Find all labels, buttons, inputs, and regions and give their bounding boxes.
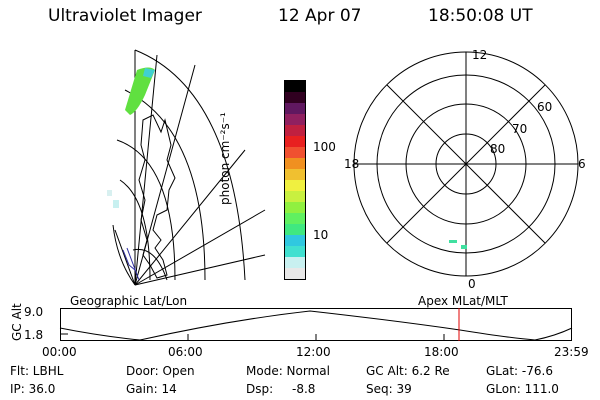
xtick-2359: 23:59 [554, 345, 589, 359]
colorbar-segment [285, 125, 305, 136]
lat-label-80: 80 [490, 142, 506, 156]
colorbar-segment [285, 147, 305, 158]
colorbar-segment [285, 257, 305, 268]
xtick-0600: 06:00 [168, 345, 203, 359]
colorbar-segment [285, 235, 305, 246]
colorbar-unit-label: photon cm⁻²s⁻¹ [218, 112, 232, 205]
mlt-label-12: 12 [472, 48, 488, 62]
mlt-label-18: 18 [344, 157, 360, 171]
glat-value: GLat: -76.6 [486, 364, 553, 378]
xtick-1200: 12:00 [296, 345, 331, 359]
seq-value: Seq: 39 [366, 382, 412, 396]
colorbar-segment [285, 246, 305, 257]
dsp-label: Dsp: [246, 382, 274, 396]
colorbar-segment [285, 268, 305, 279]
colorbar-segment [285, 191, 305, 202]
gain-value: Gain: 14 [126, 382, 177, 396]
altitude-ytick-bottom: 1.8 [24, 328, 44, 342]
xtick-1800: 18:00 [424, 345, 459, 359]
colorbar-segment [285, 92, 305, 103]
geographic-panel-label: Geographic Lat/Lon [70, 294, 188, 308]
instrument-title: Ultraviolet Imager [48, 6, 202, 26]
gc-alt-value: GC Alt: 6.2 Re [366, 364, 450, 378]
colorbar-segment [285, 103, 305, 114]
colorbar-segment [285, 81, 305, 92]
glon-value: GLon: 111.0 [486, 382, 559, 396]
colorbar-segment [285, 224, 305, 235]
altitude-plot [59, 308, 573, 341]
colorbar [284, 80, 306, 280]
mlt-label-0: 0 [468, 277, 476, 291]
polar-plot [353, 51, 579, 277]
colorbar-segment [285, 169, 305, 180]
colorbar-segment [285, 180, 305, 191]
colorbar-segment [285, 136, 305, 147]
flt-value: Flt: LBHL [10, 364, 64, 378]
altitude-ytick-top: 9.0 [24, 305, 44, 319]
altitude-ylabel: GC Alt [10, 303, 24, 341]
date-label: 12 Apr 07 [278, 6, 362, 26]
colorbar-segment [285, 158, 305, 169]
mode-value: Mode: Normal [246, 364, 330, 378]
colorbar-tick-100: 100 [313, 140, 336, 154]
xtick-0000: 00:00 [42, 345, 77, 359]
ip-value: IP: 36.0 [10, 382, 56, 396]
lat-label-70: 70 [512, 122, 528, 136]
colorbar-segment [285, 202, 305, 213]
dsp-value: -8.8 [292, 382, 316, 396]
apex-panel-label: Apex MLat/MLT [418, 294, 508, 308]
colorbar-segment [285, 114, 305, 125]
door-value: Door: Open [126, 364, 195, 378]
mlt-label-6: 6 [578, 157, 586, 171]
colorbar-segment [285, 213, 305, 224]
colorbar-tick-10: 10 [313, 228, 329, 242]
time-label: 18:50:08 UT [428, 6, 533, 26]
lat-label-60: 60 [537, 100, 553, 114]
geographic-map [107, 49, 266, 286]
